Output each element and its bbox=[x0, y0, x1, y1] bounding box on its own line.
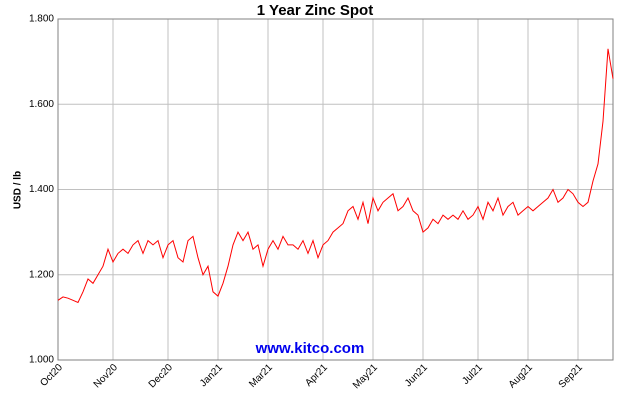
x-tick-label: Nov20 bbox=[92, 362, 121, 391]
y-tick-label: 1.200 bbox=[29, 269, 54, 280]
price-line bbox=[57, 48, 614, 304]
y-tick-label: 1.000 bbox=[29, 355, 54, 366]
chart-title: 1 Year Zinc Spot bbox=[257, 2, 373, 19]
watermark: www.kitco.com bbox=[255, 340, 365, 357]
y-tick-label: 1.600 bbox=[29, 99, 54, 110]
plot-border bbox=[57, 18, 614, 361]
x-tick-label: Dec20 bbox=[147, 362, 176, 391]
x-tick-label: Jul21 bbox=[460, 362, 485, 387]
x-tick-label: Aug21 bbox=[507, 362, 536, 391]
x-tick-label: May21 bbox=[351, 362, 380, 391]
x-tick-label: Sep21 bbox=[557, 362, 586, 391]
x-tick-label: Apr21 bbox=[303, 362, 330, 389]
x-tick-label: Mar21 bbox=[247, 362, 275, 390]
x-tick-label: Jun21 bbox=[403, 362, 430, 389]
x-tick-label: Oct20 bbox=[38, 362, 65, 389]
y-tick-label: 1.400 bbox=[29, 184, 54, 195]
y-axis-label: USD / lb bbox=[13, 171, 24, 209]
y-tick-label: 1.800 bbox=[29, 14, 54, 25]
x-tick-label: Jan21 bbox=[198, 362, 225, 389]
